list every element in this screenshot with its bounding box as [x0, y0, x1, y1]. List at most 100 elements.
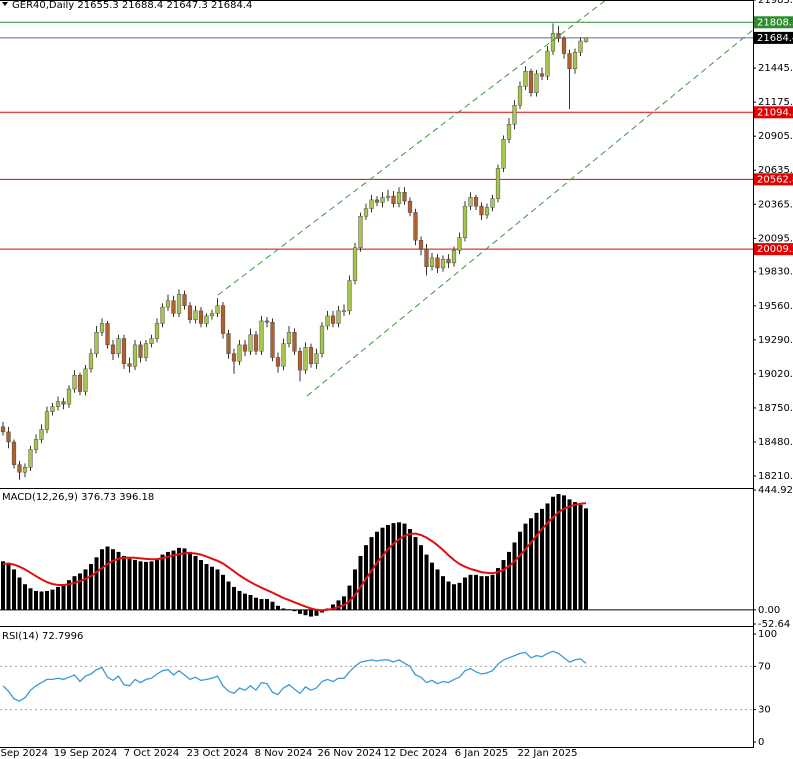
candle-body: [198, 310, 204, 324]
y-tick-label: 19020.0: [758, 369, 793, 380]
candle-body: [440, 258, 446, 269]
macd-bar: [155, 558, 159, 610]
candle-body: [523, 71, 528, 87]
candle-body: [314, 353, 319, 364]
candle-body: [0, 426, 6, 433]
macd-bar: [441, 576, 445, 610]
candle-body: [303, 347, 308, 371]
macd-bar: [259, 599, 264, 610]
candle-body: [457, 237, 462, 251]
macd-bar: [248, 595, 253, 610]
level-label: 21094.5: [757, 107, 793, 118]
candle-body: [347, 280, 352, 312]
level-label-bg: [754, 16, 793, 29]
candle-body: [534, 73, 539, 93]
macd-bar: [452, 584, 456, 610]
macd-bar: [78, 573, 82, 610]
macd-bar: [419, 545, 423, 610]
macd-bar: [331, 604, 335, 610]
macd-bar: [72, 576, 77, 610]
level-label-bg: [754, 106, 793, 119]
macd-bar: [105, 546, 110, 610]
candle-body: [286, 332, 292, 344]
candle-body: [127, 363, 132, 367]
macd-bar: [6, 564, 11, 610]
candle-body: [468, 197, 473, 207]
macd-bar: [501, 560, 506, 610]
y-tick-label: 19560.0: [758, 301, 793, 312]
macd-bar: [562, 495, 566, 610]
macd-bar: [336, 600, 341, 610]
candle-body: [61, 401, 66, 405]
macd-bar: [210, 566, 214, 610]
candle-body: [264, 320, 270, 323]
candle-body: [281, 343, 286, 367]
candle-body: [352, 247, 358, 281]
macd-bar: [177, 547, 181, 610]
candle-body: [446, 258, 451, 264]
candle-body: [11, 441, 17, 465]
macd-bar: [424, 554, 429, 610]
macd-bar: [111, 549, 115, 610]
macd-bar: [573, 502, 577, 610]
candle-body: [204, 315, 209, 324]
macd-bar: [534, 512, 539, 610]
candle-body: [28, 449, 33, 468]
macd-bar: [67, 580, 71, 610]
macd-bar: [133, 560, 137, 610]
candle-body: [512, 105, 517, 125]
macd-bar: [149, 561, 154, 610]
macd-bar: [529, 518, 533, 610]
macd-bar: [199, 560, 203, 610]
candle-body: [429, 257, 435, 267]
candle-body: [55, 401, 61, 407]
macd-bar: [144, 561, 148, 610]
x-tick-label: 7 Oct 2024: [124, 748, 179, 759]
candle-body: [435, 257, 440, 269]
candle-body: [138, 344, 143, 358]
channel-upper: [217, 0, 607, 296]
symbol-icon: [2, 2, 8, 6]
macd-bar: [397, 522, 401, 610]
macd-bar: [276, 605, 280, 610]
macd-bar: [369, 537, 374, 610]
candle-body: [407, 200, 413, 213]
macd-bar: [182, 548, 187, 610]
macd-bar: [408, 529, 412, 610]
candle-body: [99, 323, 105, 333]
macd-bar: [485, 576, 489, 610]
macd-bar: [12, 569, 16, 610]
macd-bar: [160, 554, 165, 610]
candle-body: [528, 71, 534, 93]
macd-bar: [391, 523, 396, 610]
candle-body: [50, 406, 55, 412]
x-tick-label: 22 Jan 2025: [518, 748, 578, 759]
candle-body: [171, 300, 176, 314]
candle-body: [402, 192, 407, 202]
candle-body: [292, 332, 297, 352]
macd-bar: [402, 523, 407, 610]
y-tick-label: 21175.0: [758, 97, 793, 108]
x-tick-label: 19 Sep 2024: [54, 748, 117, 759]
candle-body: [451, 250, 457, 264]
candle-body: [193, 310, 198, 320]
level-label: 20562.8: [757, 174, 793, 185]
level-label-bg: [754, 31, 793, 44]
candle-body: [583, 37, 589, 42]
candle-body: [490, 198, 495, 208]
y-tick-label: 21985.0: [758, 0, 793, 6]
candle-body: [545, 50, 550, 77]
candle-body: [182, 294, 187, 306]
y-tick-label: -52.64: [758, 619, 790, 630]
chart-title: GER40,Daily 21655.3 21688.4 21647.3 2168…: [12, 0, 252, 11]
macd-bar: [83, 569, 88, 610]
candle-body: [374, 199, 380, 203]
y-tick-label: 18750.0: [758, 403, 793, 414]
x-tick-label: 6 Jan 2025: [455, 748, 509, 759]
candle-body: [88, 353, 94, 370]
macd-bar: [292, 609, 297, 612]
macd-bar: [50, 589, 55, 610]
macd-bar: [457, 582, 462, 610]
